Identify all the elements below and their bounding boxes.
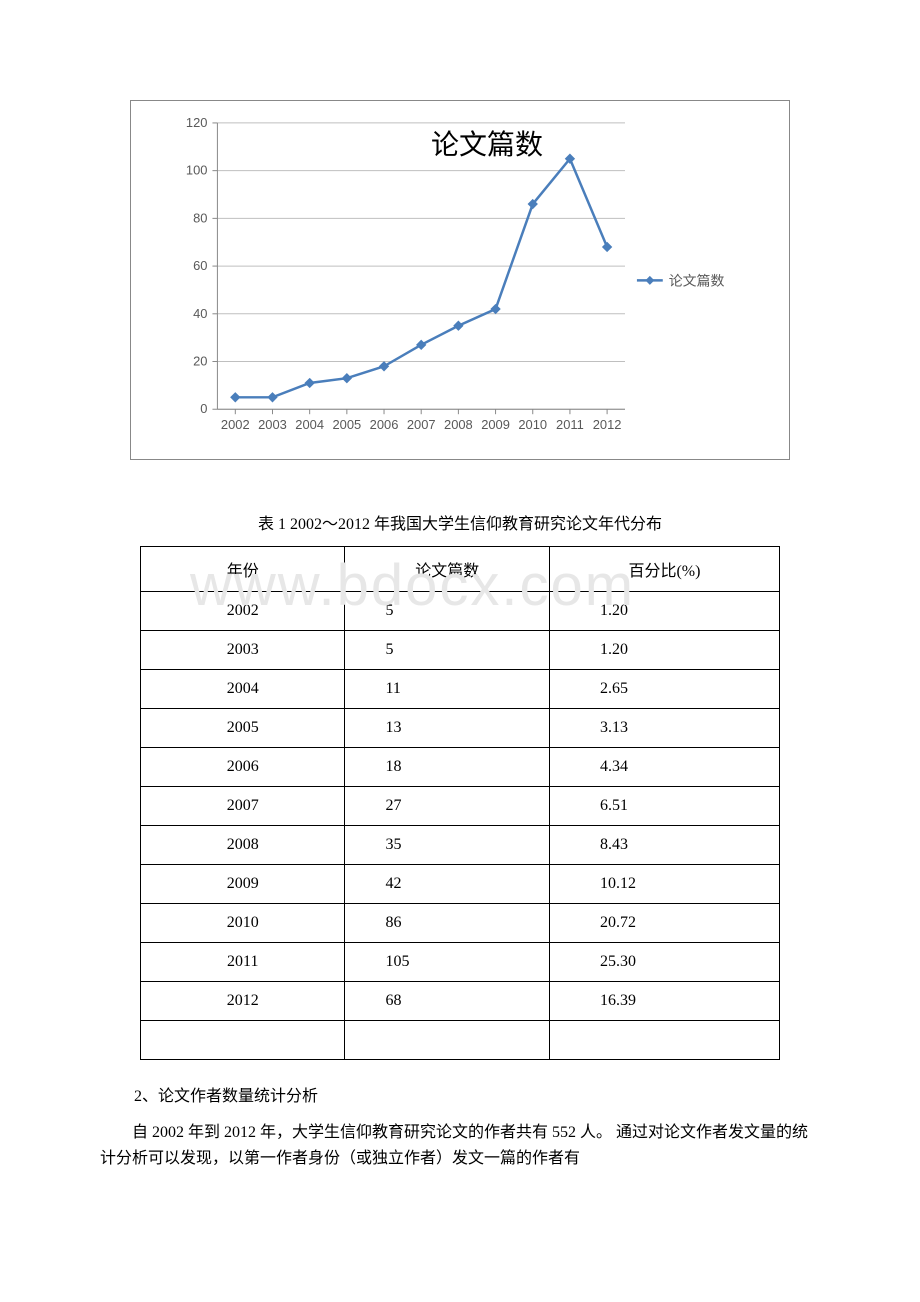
table-cell: 3.13: [549, 709, 779, 748]
table-cell: 2011: [141, 943, 345, 982]
svg-text:2003: 2003: [258, 417, 287, 432]
svg-text:2009: 2009: [481, 417, 510, 432]
table-cell: 4.34: [549, 748, 779, 787]
table-cell: 2006: [141, 748, 345, 787]
table-row: 201110525.30: [141, 943, 780, 982]
col-pct: 百分比(%): [549, 547, 779, 592]
table-row: 20108620.72: [141, 904, 780, 943]
table-cell: 11: [345, 670, 549, 709]
col-count: 论文篇数: [345, 547, 549, 592]
svg-text:100: 100: [186, 163, 208, 178]
table-cell: 10.12: [549, 865, 779, 904]
svg-text:2004: 2004: [295, 417, 324, 432]
table-cell: 13: [345, 709, 549, 748]
table-cell: 6.51: [549, 787, 779, 826]
svg-text:0: 0: [200, 401, 207, 416]
table-row: [141, 1021, 780, 1060]
table-cell: 27: [345, 787, 549, 826]
table-row: 200351.20: [141, 631, 780, 670]
svg-text:2012: 2012: [593, 417, 622, 432]
section-heading: 2、论文作者数量统计分析: [134, 1082, 820, 1106]
svg-text:2007: 2007: [407, 417, 436, 432]
table-cell: 1.20: [549, 592, 779, 631]
svg-text:40: 40: [193, 306, 207, 321]
table-row: 2005133.13: [141, 709, 780, 748]
table-cell: 2002: [141, 592, 345, 631]
svg-text:论文篇数: 论文篇数: [669, 273, 725, 289]
table-row: 20126816.39: [141, 982, 780, 1021]
table-cell: [549, 1021, 779, 1060]
table-caption: 表 1 2002～2012 年我国大学生信仰教育研究论文年代分布: [100, 510, 820, 534]
col-year: 年份: [141, 547, 345, 592]
table-cell: 25.30: [549, 943, 779, 982]
table-row: 2007276.51: [141, 787, 780, 826]
table-row: 2006184.34: [141, 748, 780, 787]
table-cell: 5: [345, 592, 549, 631]
data-table: 年份 论文篇数 百分比(%) 200251.20200351.202004112…: [140, 546, 780, 1060]
table-cell: 68: [345, 982, 549, 1021]
table-cell: 2007: [141, 787, 345, 826]
table-cell: 105: [345, 943, 549, 982]
table-cell: 20.72: [549, 904, 779, 943]
table-header-row: 年份 论文篇数 百分比(%): [141, 547, 780, 592]
svg-text:2008: 2008: [444, 417, 473, 432]
table-cell: 2003: [141, 631, 345, 670]
svg-text:60: 60: [193, 258, 207, 273]
svg-text:2005: 2005: [332, 417, 361, 432]
svg-text:80: 80: [193, 210, 207, 225]
svg-text:2006: 2006: [370, 417, 399, 432]
table-cell: 1.20: [549, 631, 779, 670]
table-cell: 2005: [141, 709, 345, 748]
svg-text:2002: 2002: [221, 417, 250, 432]
table-cell: 18: [345, 748, 549, 787]
table-row: 2004112.65: [141, 670, 780, 709]
table-cell: 2012: [141, 982, 345, 1021]
svg-text:2011: 2011: [556, 417, 584, 432]
svg-text:20: 20: [193, 353, 207, 368]
table-cell: 2.65: [549, 670, 779, 709]
table-cell: 2009: [141, 865, 345, 904]
table-cell: 16.39: [549, 982, 779, 1021]
body-paragraph: 自 2002 年到 2012 年，大学生信仰教育研究论文的作者共有 552 人。…: [100, 1120, 820, 1171]
table-cell: 86: [345, 904, 549, 943]
table-cell: 5: [345, 631, 549, 670]
table-row: 20094210.12: [141, 865, 780, 904]
svg-text:120: 120: [186, 115, 208, 130]
table-cell: 42: [345, 865, 549, 904]
table-cell: 2010: [141, 904, 345, 943]
svg-text:2010: 2010: [518, 417, 547, 432]
table-cell: [141, 1021, 345, 1060]
table-body: 200251.20200351.202004112.652005133.1320…: [141, 592, 780, 1060]
table-cell: 8.43: [549, 826, 779, 865]
table-row: 200251.20: [141, 592, 780, 631]
line-chart: 论文篇数 0 20 40 60 80 100 120 2002 2003 2004 2005 2006…: [130, 100, 790, 460]
table-cell: 35: [345, 826, 549, 865]
table-cell: [345, 1021, 549, 1060]
table-cell: 2008: [141, 826, 345, 865]
table-cell: 2004: [141, 670, 345, 709]
chart-title: 论文篇数: [431, 123, 543, 163]
table-row: 2008358.43: [141, 826, 780, 865]
